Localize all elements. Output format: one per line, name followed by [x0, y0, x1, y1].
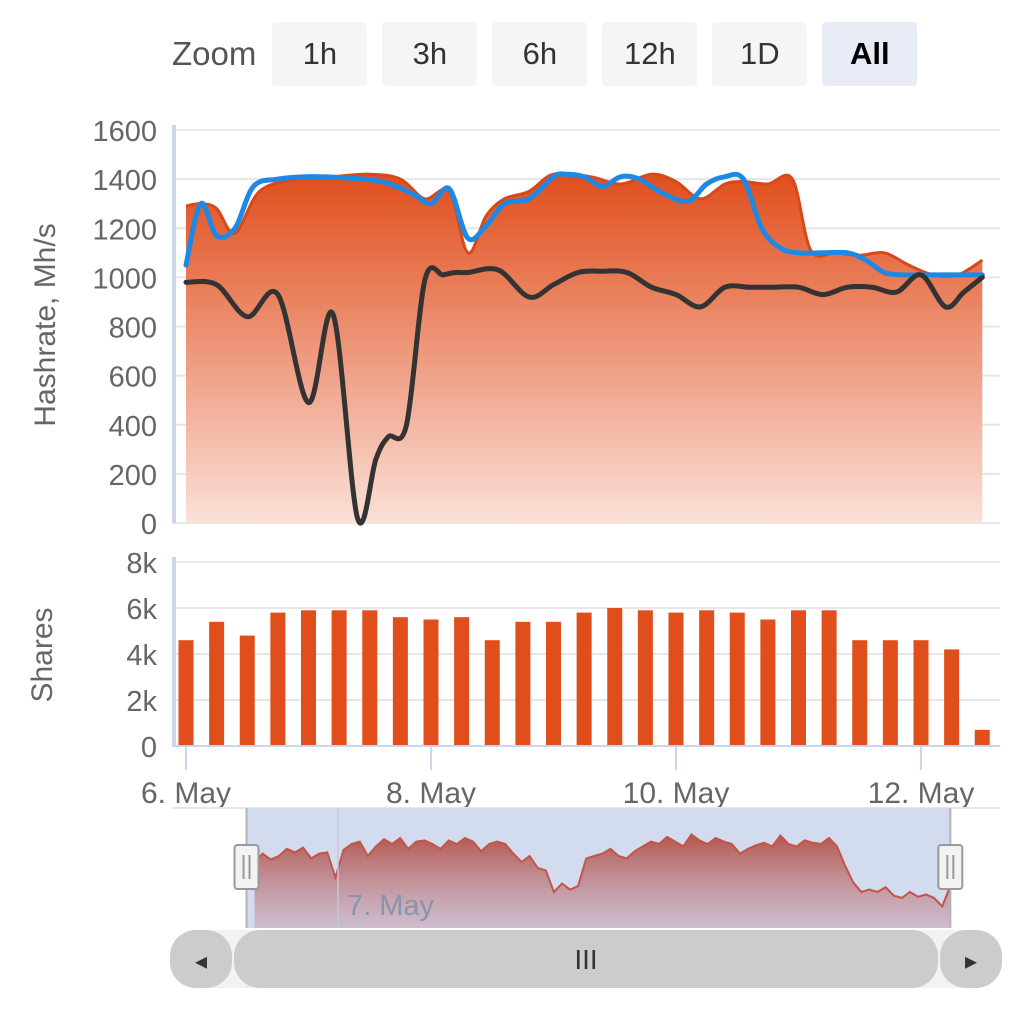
zoom-12h-button[interactable]: 12h [602, 22, 698, 86]
shares-bar [791, 610, 806, 746]
shares-bar [821, 610, 837, 746]
shares-bar [454, 617, 470, 746]
y-tick-label: 1000 [92, 263, 157, 295]
y-tick-label: 1600 [92, 116, 157, 148]
handle-body [233, 844, 260, 890]
zoom-bar: Zoom 1h 3h 6h 12h 1D All [172, 22, 932, 86]
average-hashrate-area [186, 173, 983, 523]
chevron-left-icon: ◂ [195, 948, 207, 975]
reported-hashrate-line [183, 171, 985, 278]
shares-bar [423, 619, 439, 746]
y-tick-label: 400 [109, 411, 157, 443]
x-tick-label: 12. May [868, 777, 975, 810]
navigator-date-label: 7. May [347, 890, 435, 922]
shares-bar [331, 610, 347, 746]
navigator-line [253, 832, 952, 909]
shares-bar [637, 610, 653, 746]
scroll-right-button[interactable] [940, 930, 1002, 988]
zoom-6h-button[interactable]: 6h [492, 22, 588, 86]
x-tick-label: 6. May [141, 777, 231, 810]
shares-bar [546, 621, 561, 746]
scrollbar[interactable]: ◂ ▸ III [170, 930, 1002, 988]
y-tick-label: 800 [109, 313, 157, 345]
shares-bar [699, 610, 715, 746]
shares-bar [576, 612, 592, 746]
shares-bar [882, 640, 898, 746]
shares-bar [515, 621, 531, 746]
y-tick-label: 0 [141, 732, 157, 764]
zoom-all-button[interactable]: All [822, 22, 918, 86]
x-tick-label: 10. May [623, 777, 730, 810]
shares-bar [239, 635, 255, 746]
shares-bar [484, 640, 500, 746]
chevron-right-icon: ▸ [965, 948, 977, 975]
shares-axis-title: Shares [26, 607, 59, 702]
shares-bar [301, 610, 316, 746]
shares-bar [270, 612, 286, 746]
shares-bar [607, 608, 623, 746]
handle-body [937, 844, 964, 890]
current-hashrate-line [183, 265, 985, 526]
shares-bar [729, 612, 745, 746]
zoom-1h-button[interactable]: 1h [272, 22, 368, 86]
shares-bar [852, 640, 868, 746]
zoom-label: Zoom [172, 35, 257, 72]
hashrate-axis-title: Hashrate, Mh/s [29, 223, 62, 426]
navigator[interactable]: 7. May [172, 807, 1000, 928]
y-tick-label: 4k [126, 640, 157, 672]
shares-bars [178, 608, 990, 746]
shares-bar [944, 649, 960, 746]
shares-y-axis: 0 2k 4k 6k 8k [126, 548, 157, 764]
hashrate-series [183, 171, 985, 526]
x-axis: 6. May 8. May 10. May 12. May [141, 745, 1000, 810]
navigator-area [254, 834, 951, 928]
y-tick-label: 200 [109, 460, 157, 492]
scrollbar-grip-label: III [574, 944, 597, 975]
y-tick-label: 600 [109, 362, 157, 394]
x-tick-label: 8. May [386, 777, 476, 810]
shares-bar [913, 640, 929, 746]
y-tick-label: 8k [126, 548, 157, 580]
y-tick-label: 1200 [92, 214, 157, 246]
y-tick-label: 6k [126, 594, 157, 626]
shares-bar [178, 640, 194, 746]
zoom-1d-button[interactable]: 1D [712, 22, 808, 86]
zoom-3h-button[interactable]: 3h [382, 22, 478, 86]
y-tick-label: 2k [126, 686, 157, 718]
shares-bar [760, 619, 776, 746]
shares-bar [668, 612, 684, 746]
y-tick-label: 0 [141, 509, 157, 541]
scroll-left-button[interactable] [170, 930, 232, 988]
shares-bar [209, 621, 225, 746]
navigator-right-handle[interactable] [937, 844, 964, 890]
y-tick-label: 1400 [92, 165, 157, 197]
navigator-left-handle[interactable] [233, 844, 260, 890]
hashrate-y-axis: 0 200 400 600 800 1000 1200 1400 1600 [92, 116, 157, 541]
shares-bar [392, 617, 408, 746]
scrollbar-thumb[interactable] [234, 930, 938, 988]
shares-bar [362, 610, 378, 746]
shares-bar [974, 729, 990, 746]
